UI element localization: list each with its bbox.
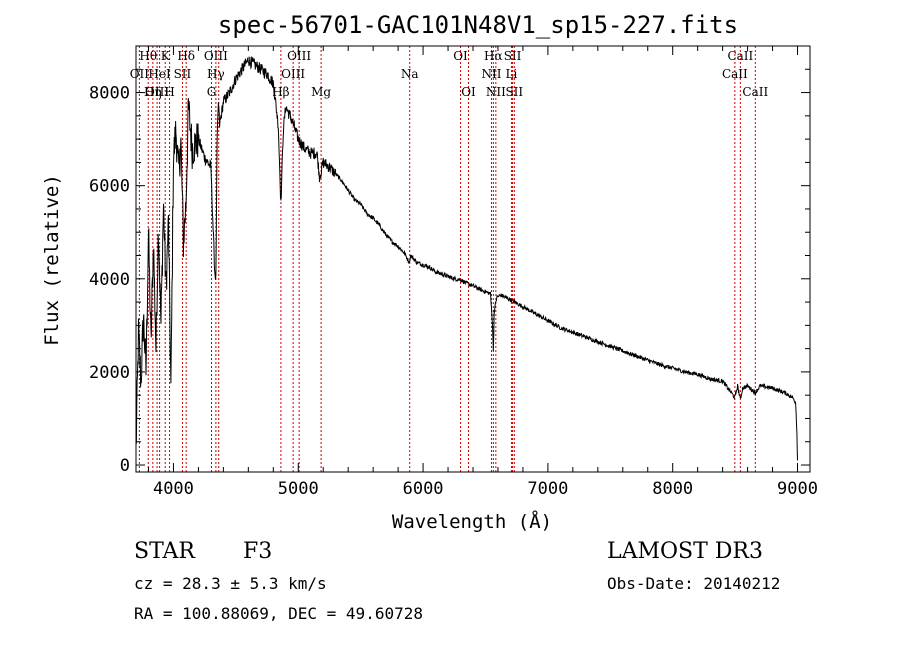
y-tick-label: 0 <box>120 456 130 476</box>
line-label: H <box>164 85 174 99</box>
line-label: SII <box>174 67 192 81</box>
redshift-text: cz = 28.3 ± 5.3 km/s <box>134 574 327 593</box>
plot-frame <box>135 45 811 473</box>
chart-title: spec-56701-GAC101N48V1_sp15-227.fits <box>218 11 738 39</box>
y-tick-label: 6000 <box>89 177 130 197</box>
spectrum-line <box>135 56 798 461</box>
x-tick-label: 9000 <box>777 479 818 499</box>
line-label: OIII <box>281 67 305 81</box>
line-label: Hα <box>484 49 503 63</box>
x-tick-label: 7000 <box>527 479 568 499</box>
line-label: SII <box>505 85 523 99</box>
line-label: Hθ <box>139 49 157 63</box>
line-label: Mg <box>311 85 331 99</box>
x-axis-ticks: 4000 5000 6000 7000 8000 9000 <box>147 46 818 499</box>
line-label: OIII <box>287 49 311 63</box>
line-label: Na <box>401 67 419 81</box>
object-class: STAR <box>134 539 196 564</box>
line-label: G <box>207 85 217 99</box>
line-label: OIII <box>204 49 228 63</box>
line-label: CaII <box>727 49 753 63</box>
x-tick-label: 4000 <box>153 479 194 499</box>
y-tick-label: 4000 <box>89 270 130 290</box>
survey-name: LAMOST DR3 <box>607 539 763 564</box>
y-tick-label: 2000 <box>89 363 130 383</box>
line-label: Hη <box>144 85 162 99</box>
line-label: CaII <box>742 85 768 99</box>
x-axis-label: Wavelength (Å) <box>392 510 552 533</box>
y-axis-ticks: 0 2000 4000 6000 8000 <box>89 68 810 476</box>
x-tick-label: 5000 <box>278 479 319 499</box>
line-label: SII <box>504 49 522 63</box>
line-label: OIII <box>145 85 169 99</box>
line-label: Li <box>506 67 518 81</box>
line-label: OI <box>453 49 468 63</box>
line-label: OII <box>130 67 150 81</box>
line-label: NII <box>481 67 501 81</box>
line-label: HeI <box>148 67 171 81</box>
line-label: Hβ <box>272 85 289 99</box>
x-tick-label: 6000 <box>403 479 444 499</box>
coordinates: RA = 100.88069, DEC = 49.60728 <box>134 604 423 623</box>
emission-line-markers <box>138 46 756 472</box>
line-label: NII <box>486 85 506 99</box>
y-tick-label: 8000 <box>89 84 130 104</box>
line-label: CaII <box>722 67 748 81</box>
obs-date: Obs-Date: 20140212 <box>607 574 780 593</box>
x-tick-label: 8000 <box>652 479 693 499</box>
line-label: K <box>161 49 171 63</box>
line-label: Hδ <box>177 49 195 63</box>
line-label: Hγ <box>207 67 225 81</box>
line-label: OI <box>461 85 476 99</box>
object-subclass: F3 <box>243 539 272 564</box>
y-axis-label: Flux (relative) <box>41 174 63 346</box>
